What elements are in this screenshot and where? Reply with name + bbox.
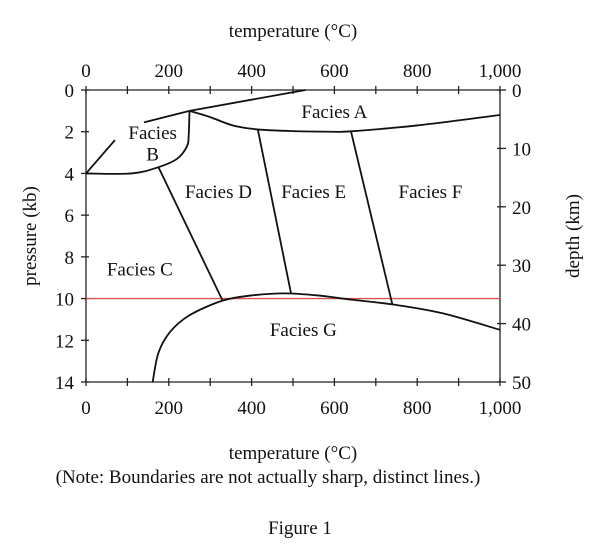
x-tick-label-bottom: 600 bbox=[320, 398, 349, 419]
y-right-tick-label: 10 bbox=[512, 139, 531, 160]
y-right-tick-label: 50 bbox=[512, 373, 531, 394]
y-left-tick-label: 14 bbox=[55, 373, 75, 394]
note: (Note: Boundaries are not actually sharp… bbox=[56, 467, 481, 488]
facies-label: Facies F bbox=[399, 182, 463, 203]
x-tick-label-top: 400 bbox=[237, 61, 266, 82]
facies-boundary bbox=[85, 139, 116, 175]
facies-boundary bbox=[85, 110, 191, 175]
facies-boundary bbox=[256, 129, 292, 294]
facies-label: Facies G bbox=[270, 320, 337, 341]
facies-boundary bbox=[151, 292, 501, 383]
facies-boundary bbox=[157, 166, 224, 302]
y-right-tick-label: 40 bbox=[512, 315, 531, 336]
x-tick-label-bottom: 200 bbox=[155, 398, 184, 419]
x-tick-label-top: 800 bbox=[403, 61, 432, 82]
facies-label: Facies E bbox=[281, 182, 346, 203]
figure-caption: Figure 1 bbox=[268, 518, 332, 539]
x-tick-label-top: 200 bbox=[155, 61, 184, 82]
x-tick-label-bottom: 800 bbox=[403, 398, 432, 419]
y-left-tick-label: 10 bbox=[55, 290, 74, 311]
x-tick-label-bottom: 1,000 bbox=[479, 398, 522, 419]
y-right-tick-label: 0 bbox=[512, 81, 522, 102]
x-tick-label-bottom: 400 bbox=[237, 398, 266, 419]
right-axis-title: depth (km) bbox=[563, 194, 584, 278]
facies-label: Facies D bbox=[185, 182, 252, 203]
facies-label: B bbox=[146, 145, 159, 166]
y-left-tick-label: 8 bbox=[65, 248, 75, 269]
facies-label: Facies C bbox=[107, 259, 173, 280]
facies-boundary bbox=[189, 109, 501, 133]
top-axis-title: temperature (°C) bbox=[229, 21, 357, 42]
y-left-tick-label: 6 bbox=[65, 206, 75, 227]
y-left-tick-label: 12 bbox=[55, 331, 74, 352]
y-left-tick-label: 0 bbox=[65, 81, 75, 102]
facies-label: Facies bbox=[128, 123, 177, 144]
y-right-tick-label: 30 bbox=[512, 256, 531, 277]
facies-boundary bbox=[143, 109, 190, 124]
plot-area: 002002004004006006008008001,0001,0000246… bbox=[55, 61, 531, 419]
bottom-axis-title: temperature (°C) bbox=[229, 443, 357, 464]
x-tick-label-bottom: 0 bbox=[81, 398, 91, 419]
facies-label: Facies A bbox=[301, 102, 367, 123]
y-left-tick-label: 2 bbox=[65, 123, 75, 144]
facies-boundary bbox=[189, 89, 306, 112]
x-tick-label-top: 1,000 bbox=[479, 61, 522, 82]
left-axis-title: pressure (kb) bbox=[20, 186, 41, 286]
y-left-tick-label: 4 bbox=[65, 164, 75, 185]
x-tick-label-top: 600 bbox=[320, 61, 349, 82]
y-right-tick-label: 20 bbox=[512, 198, 531, 219]
facies-boundary bbox=[350, 131, 394, 305]
x-tick-label-top: 0 bbox=[81, 61, 91, 82]
